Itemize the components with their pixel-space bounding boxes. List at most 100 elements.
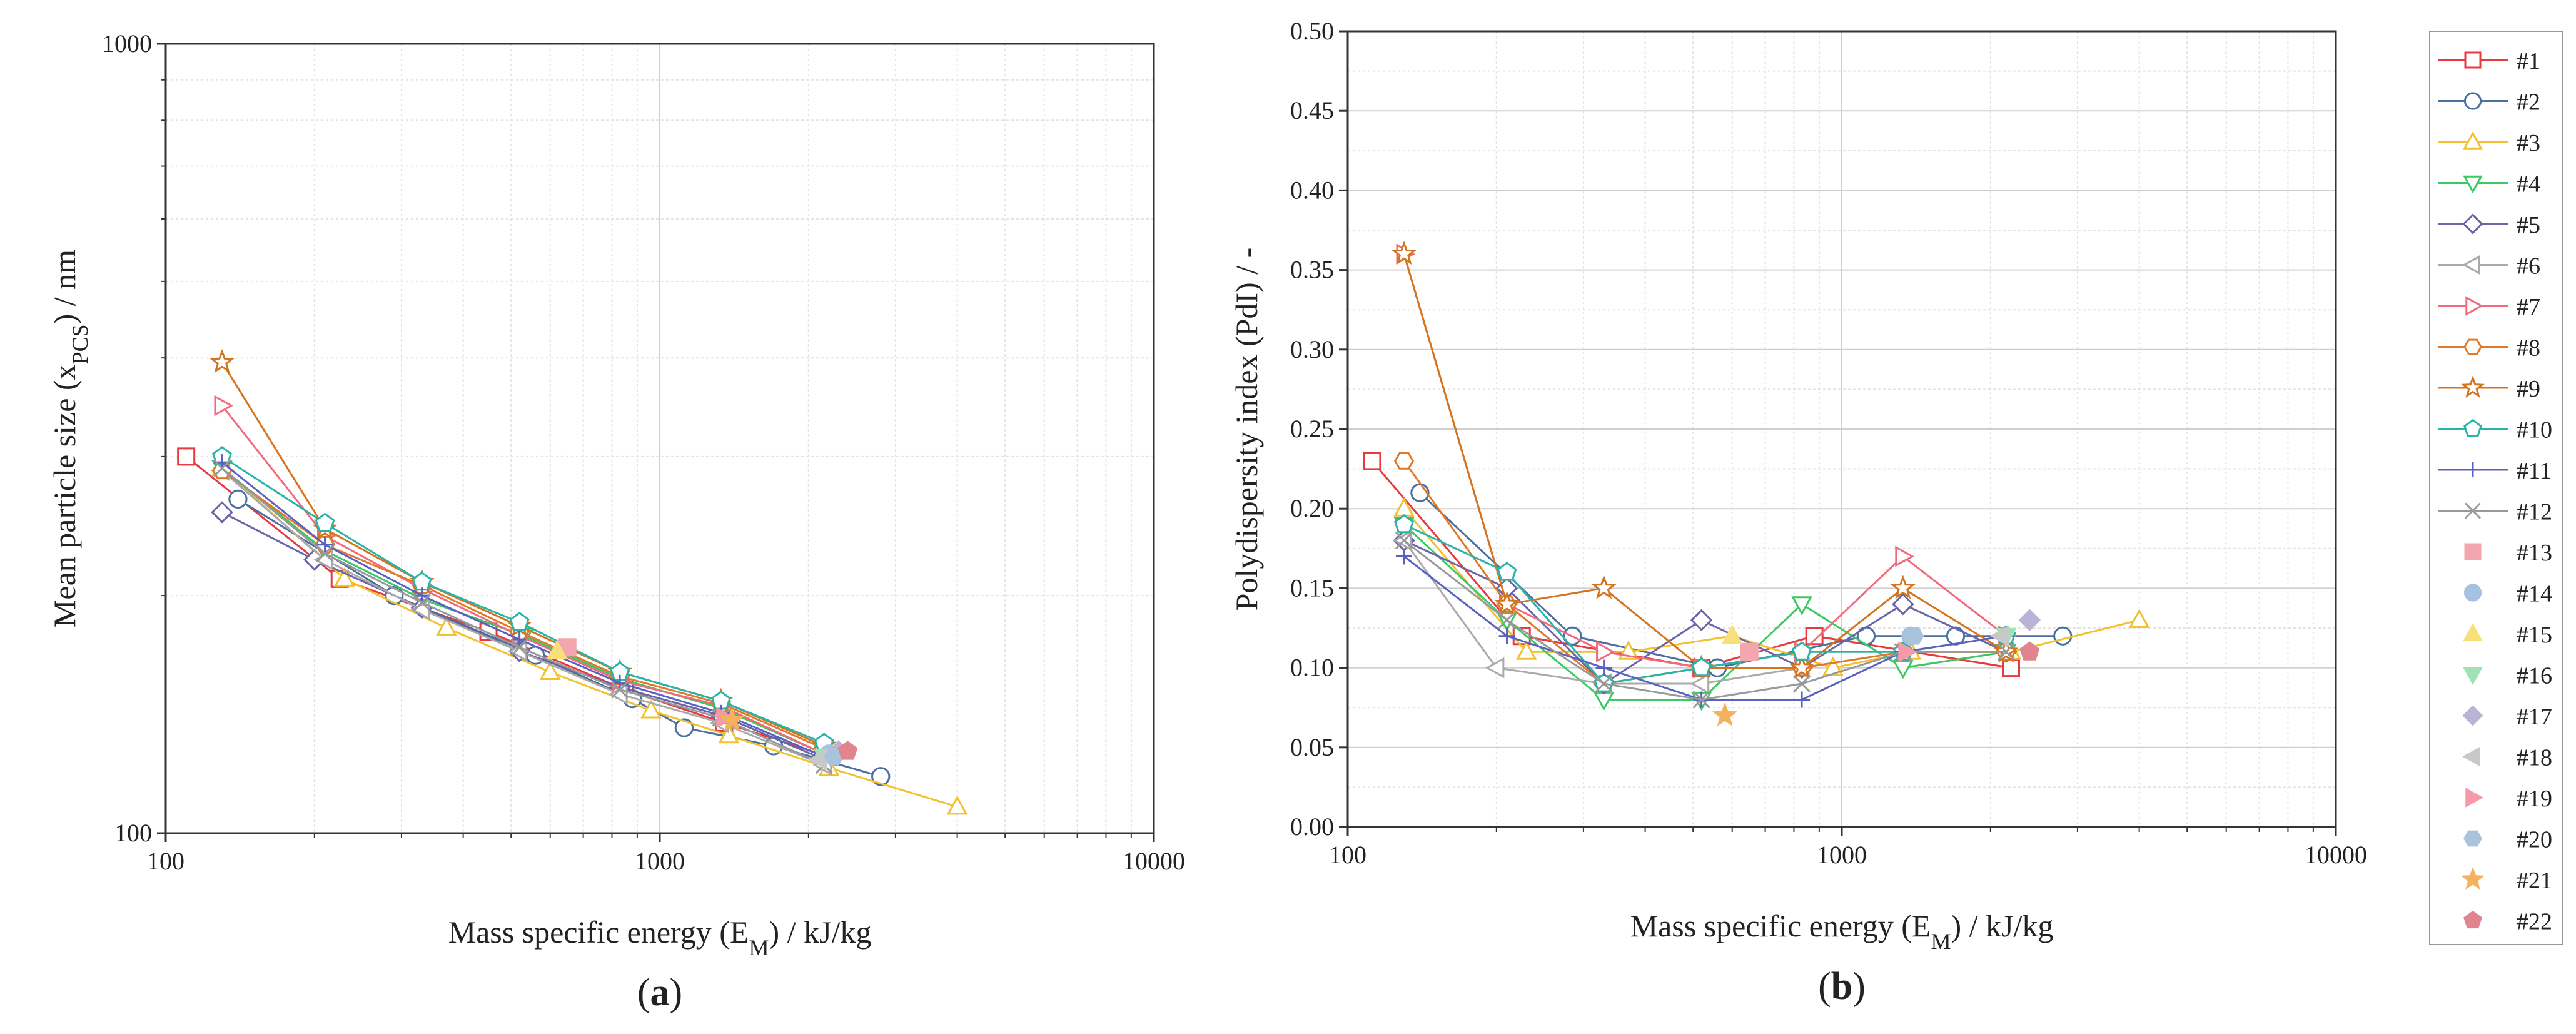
data-point [228, 489, 248, 509]
series-15 [547, 640, 568, 659]
legend-label: #20 [2517, 827, 2552, 853]
data-point [1395, 532, 1413, 550]
data-point [1692, 691, 1710, 709]
y-tick-label: 0.40 [1290, 176, 1334, 204]
data-point [511, 631, 528, 648]
legend-label: #17 [2517, 704, 2552, 730]
y-axis-label: Polydispersity index (PdI) / - [1229, 248, 1264, 611]
data-point [2018, 609, 2041, 632]
legend-label: #13 [2517, 540, 2552, 566]
x-tick-label: 1000 [635, 847, 685, 875]
y-tick-label: 0.25 [1290, 415, 1334, 443]
data-point [1595, 674, 1613, 693]
data-point [1740, 642, 1759, 661]
legend-marker [2463, 584, 2482, 602]
x-tick-label: 1000 [1817, 841, 1867, 869]
data-point [1396, 548, 1413, 565]
y-tick-label: 0.00 [1290, 813, 1334, 841]
panel-label-letter: a [650, 971, 670, 1014]
data-point [333, 567, 355, 587]
legend-label: #19 [2517, 786, 2552, 812]
data-point [316, 536, 333, 553]
series-22 [2019, 641, 2040, 661]
data-point [412, 571, 432, 591]
data-point [1895, 545, 1914, 567]
legend-item: #7 [2438, 294, 2540, 320]
data-point [211, 501, 233, 524]
data-point [1363, 452, 1381, 470]
data-point [1989, 625, 2009, 647]
data-point [1789, 654, 1815, 679]
panel-label-paren: ( [1818, 965, 1831, 1008]
panel-a-chart: 100 1000 10000 100 1000 Mass specific energy … [47, 29, 1185, 1014]
legend-marker [2464, 502, 2482, 519]
x-axis-label-tail: ) / kJ/kg [1951, 908, 2053, 943]
legend-item: #10 [2438, 417, 2552, 444]
data-point [436, 616, 457, 636]
legend-marker [2465, 296, 2483, 316]
y-axis-label-tail: ) / nm [47, 250, 82, 325]
legend-item: #3 [2438, 130, 2540, 156]
data-point [315, 512, 335, 532]
series-17 [2018, 609, 2041, 632]
y-tick-label: 1000 [102, 29, 152, 58]
data-point [640, 699, 662, 719]
legend-marker [2462, 213, 2483, 235]
legend-marker [2461, 867, 2485, 890]
data-point [413, 594, 431, 612]
legend-label: #5 [2517, 212, 2540, 238]
legend-label: #8 [2517, 335, 2540, 362]
data-point [1498, 627, 1515, 644]
legend-label: #10 [2517, 417, 2552, 444]
legend-marker [2464, 543, 2482, 560]
data-point [1393, 452, 1415, 470]
legend-item: #17 [2462, 704, 2552, 730]
data-point [1904, 627, 1924, 645]
series-group [1363, 241, 2150, 727]
y-tick-label: 0.10 [1290, 654, 1334, 682]
x-tick-label: 100 [1329, 841, 1366, 869]
data-point [2128, 609, 2150, 628]
legend-label: #14 [2517, 581, 2552, 607]
data-point [316, 545, 334, 563]
x-axis-label: Mass specific energy (EM) / kJ/kg [1630, 908, 2054, 954]
legend-marker [2462, 746, 2480, 767]
legend-item: #22 [2463, 909, 2552, 935]
data-point [1485, 657, 1505, 679]
legend-marker [2461, 375, 2485, 398]
series-line [221, 455, 825, 744]
data-point [547, 640, 568, 659]
data-point [1892, 593, 1914, 616]
data-point [837, 741, 858, 760]
y-tick-label: 0.35 [1290, 256, 1334, 284]
series-8 [211, 462, 834, 758]
series-line [1403, 253, 2007, 669]
series-19 [1898, 641, 1918, 662]
y-tick-label: 0.15 [1290, 574, 1334, 602]
legend-label: #3 [2517, 130, 2540, 156]
legend-marker [2463, 830, 2482, 847]
data-point [1997, 643, 2015, 661]
data-point [1494, 590, 1520, 615]
legend-item: #18 [2462, 745, 2552, 771]
data-point [1498, 611, 1516, 629]
legend-label: #1 [2517, 48, 2540, 74]
data-point [719, 707, 745, 731]
series-line [221, 405, 825, 755]
legend-item: #21 [2461, 867, 2552, 894]
legend-item: #16 [2463, 663, 2552, 689]
legend-item: #2 [2438, 89, 2540, 116]
data-point [674, 718, 694, 737]
data-point [1791, 596, 1812, 616]
y-tick-label: 0.05 [1290, 733, 1334, 761]
series-10 [212, 446, 834, 752]
data-point [1393, 497, 1415, 517]
legend-item: #12 [2438, 499, 2552, 525]
panel-label-paren: ) [1852, 965, 1866, 1008]
legend-marker [2465, 788, 2483, 808]
legend-marker [2464, 51, 2482, 69]
legend-item: #13 [2464, 540, 2552, 566]
legend-label: #7 [2517, 294, 2540, 320]
x-tick-label: 10000 [1123, 847, 1185, 875]
